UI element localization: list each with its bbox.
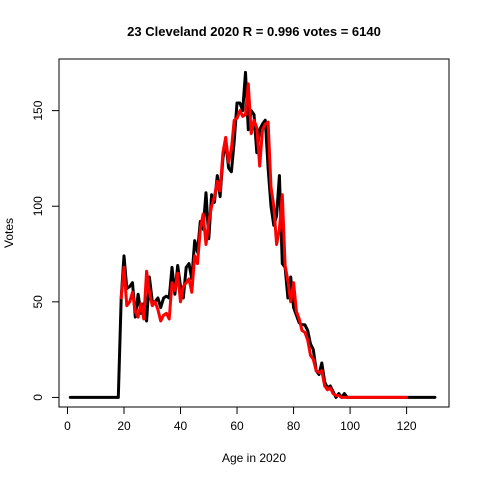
chart-title: 23 Cleveland 2020 R = 0.996 votes = 6140 xyxy=(127,24,381,39)
x-tick-label: 100 xyxy=(340,419,360,433)
plot-frame xyxy=(58,58,450,408)
y-tick-label: 100 xyxy=(31,196,45,216)
series-line-1 xyxy=(68,70,437,399)
y-tick-label: 50 xyxy=(31,295,45,309)
x-tick-label: 40 xyxy=(174,419,188,433)
x-tick-label: 120 xyxy=(397,419,417,433)
x-tick-label: 20 xyxy=(117,419,131,433)
x-axis-label: Age in 2020 xyxy=(222,451,286,465)
x-axis: 0 20 40 60 80 100 120 xyxy=(64,406,417,433)
y-axis-label: Votes xyxy=(2,218,16,248)
series-group xyxy=(68,70,437,399)
x-tick-label: 60 xyxy=(230,419,244,433)
series-line-2 xyxy=(119,82,409,399)
x-tick-label: 0 xyxy=(64,419,71,433)
y-axis: 0 50 100 150 xyxy=(31,100,60,401)
x-tick-label: 80 xyxy=(287,419,301,433)
y-tick-label: 150 xyxy=(31,100,45,120)
y-tick-label: 0 xyxy=(31,394,45,401)
